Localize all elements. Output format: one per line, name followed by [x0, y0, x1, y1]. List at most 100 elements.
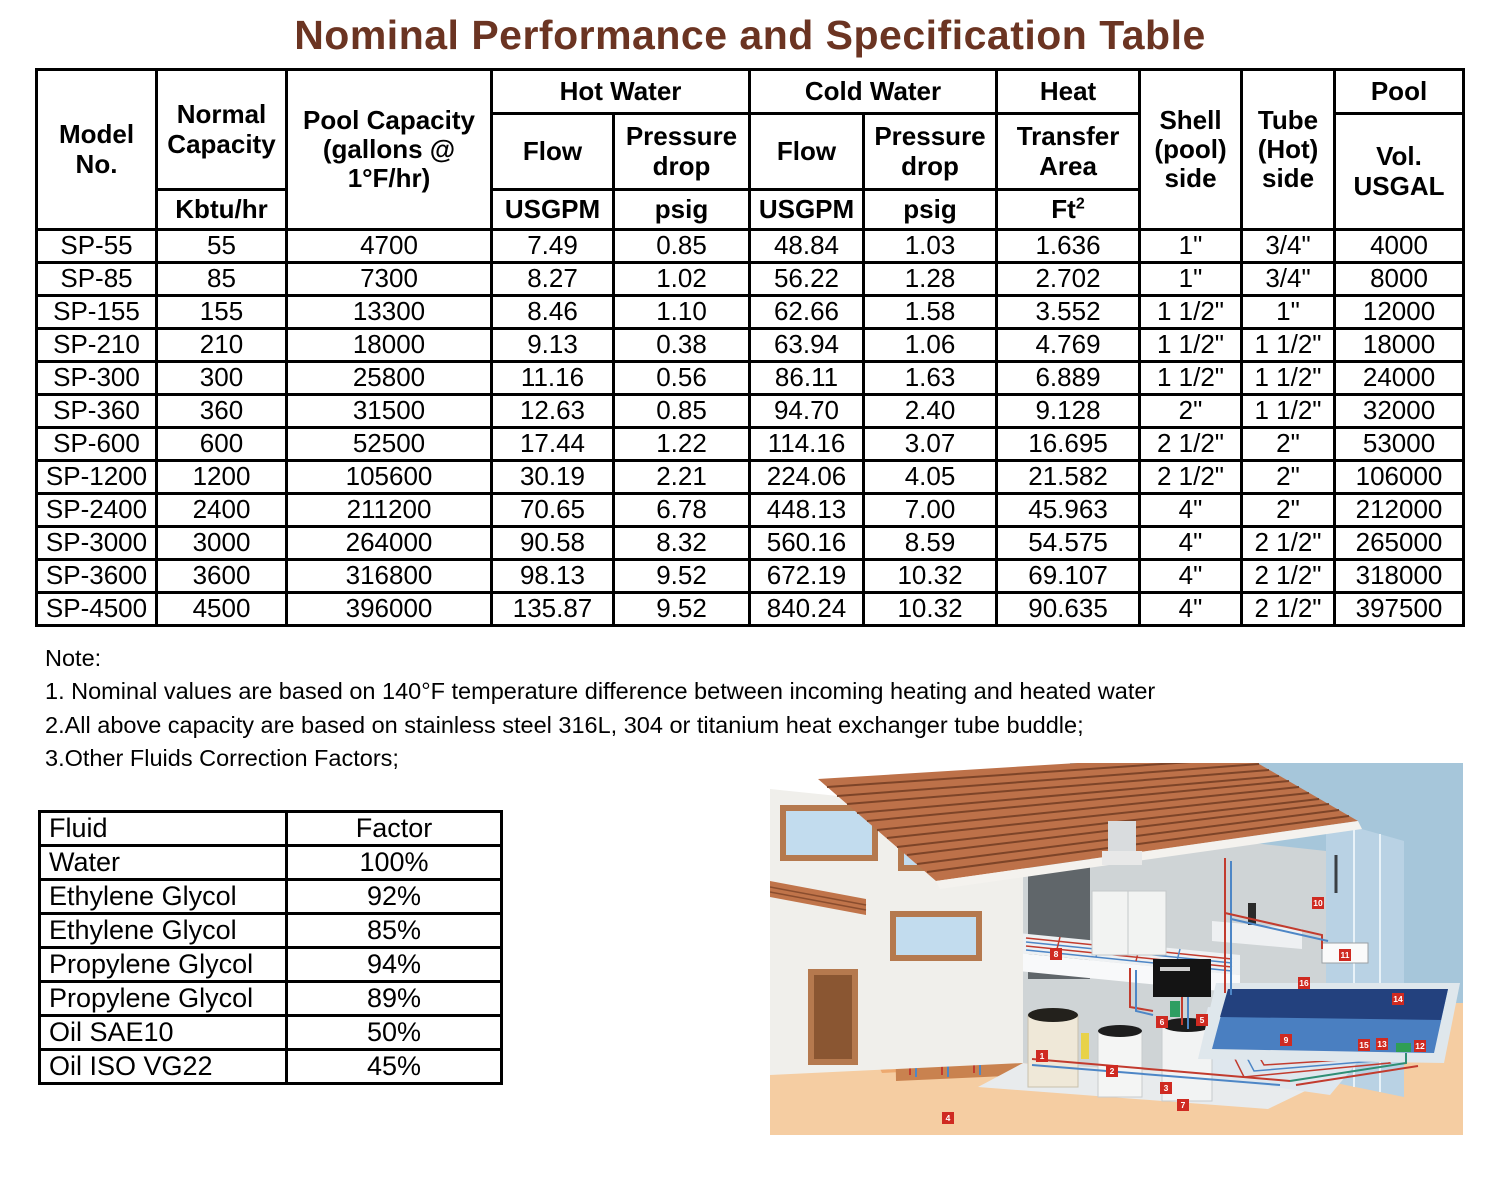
- cell: 6.889: [995, 360, 1142, 396]
- table-row: SP-2400 2400 211200 70.65 6.78 448.13 7.00 45.9…: [35, 492, 1466, 528]
- col-header-normal-capacity: Normal Capacity: [155, 68, 288, 191]
- number-tag: [1280, 1034, 1292, 1046]
- cell: 54.575: [995, 525, 1142, 561]
- cell: 90.58: [490, 525, 615, 561]
- cell: 56.22: [748, 261, 865, 297]
- cell: 397500: [1333, 591, 1466, 627]
- col-header-shell-side: Shell (pool) side: [1138, 68, 1244, 231]
- table-row: SP-55 55 4700 7.49 0.85 48.84 1.03 1.636 1" 3/4" 4…: [35, 228, 1466, 264]
- factor-cell: 89%: [285, 980, 503, 1017]
- cell: 2.21: [612, 459, 751, 495]
- col-header-heat: Heat: [995, 68, 1142, 115]
- cell: 155: [155, 294, 288, 330]
- table-row: SP-210 210 18000 9.13 0.38 63.94 1.06 4.769 1 1/…: [35, 327, 1466, 363]
- unit-kbtu: Kbtu/hr: [155, 188, 288, 231]
- cell: 0.56: [612, 360, 751, 396]
- cell: 210: [155, 327, 288, 363]
- cell: 1 1/2": [1138, 327, 1244, 363]
- cell: 45.963: [995, 492, 1142, 528]
- cell: SP-600: [35, 426, 158, 462]
- fluid-row: Propylene Glycol 89%: [38, 980, 503, 1017]
- col-header-transfer-area: Transfer Area: [995, 112, 1142, 191]
- manifold-valve: [1170, 1001, 1180, 1017]
- fluid-row: Oil ISO VG22 45%: [38, 1048, 503, 1085]
- cell: 448.13: [748, 492, 865, 528]
- cell: 3.07: [861, 426, 999, 462]
- cell: SP-300: [35, 360, 158, 396]
- cell: 94.70: [748, 393, 865, 429]
- pool-pump: [1396, 1043, 1411, 1052]
- fluid-row: Ethylene Glycol 92%: [38, 878, 503, 915]
- cell: SP-1200: [35, 459, 158, 495]
- unit-cold-psig: psig: [861, 188, 999, 231]
- cell: 1 1/2": [1138, 294, 1244, 330]
- number-tag-label: 1: [1040, 1051, 1045, 1061]
- note-3: 3.Other Fluids Correction Factors;: [45, 745, 399, 772]
- col-header-cold-flow: Flow: [748, 112, 865, 191]
- tank-2-top: [1098, 1025, 1142, 1037]
- unit-hot-usgpm: USGPM: [490, 188, 615, 231]
- tank-1: [1027, 1014, 1079, 1088]
- piping: [1031, 858, 1419, 1086]
- cell: 2": [1240, 492, 1337, 528]
- cell: SP-360: [35, 393, 158, 429]
- cell: 8.46: [490, 294, 615, 330]
- cell: SP-4500: [35, 591, 158, 627]
- cell: 7.49: [490, 228, 615, 264]
- factor-cell: 100%: [285, 844, 503, 881]
- fluid-row: Oil SAE10 50%: [38, 1014, 503, 1051]
- fluid-table-container: Fluid Factor Water 100% Ethylene Glycol 92%…: [38, 810, 503, 1085]
- spec-table-container: Model No. Normal Capacity Pool Capacity …: [35, 68, 1466, 627]
- cell: 32000: [1333, 393, 1466, 429]
- cell: 13300: [285, 294, 493, 330]
- cell: 1.06: [861, 327, 999, 363]
- cell: SP-210: [35, 327, 158, 363]
- cell: 2": [1240, 426, 1337, 462]
- number-tag: [1339, 949, 1351, 961]
- fluid-row: Water 100%: [38, 844, 503, 881]
- cell: 70.65: [490, 492, 615, 528]
- cell: 300: [155, 360, 288, 396]
- table-row: SP-155 155 13300 8.46 1.10 62.66 1.58 3.552 1 1/…: [35, 294, 1466, 330]
- cell: 4500: [155, 591, 288, 627]
- cell: 4": [1138, 591, 1244, 627]
- col-header-pool-vol: Vol. USGAL: [1333, 112, 1466, 231]
- cell: 1": [1240, 294, 1337, 330]
- cell: 16.695: [995, 426, 1142, 462]
- window-glass-1: [786, 811, 872, 855]
- cell: 86.11: [748, 360, 865, 396]
- cell: 62.66: [748, 294, 865, 330]
- number-tag-label: 15: [1359, 1040, 1369, 1050]
- table-row: SP-300 300 25800 11.16 0.56 86.11 1.63 6.889 1 1…: [35, 360, 1466, 396]
- cell: 11.16: [490, 360, 615, 396]
- cell: 8.59: [861, 525, 999, 561]
- cell: 52500: [285, 426, 493, 462]
- cell: 114.16: [748, 426, 865, 462]
- cell: 316800: [285, 558, 493, 594]
- table-row: SP-3000 3000 264000 90.58 8.32 560.16 8.59 54.5…: [35, 525, 1466, 561]
- table-row: SP-1200 1200 105600 30.19 2.21 224.06 4.05 21.5…: [35, 459, 1466, 495]
- cell: 10.32: [861, 591, 999, 627]
- tank-2: [1097, 1030, 1143, 1098]
- table-row: SP-4500 4500 396000 135.87 9.52 840.24 10.32 90…: [35, 591, 1466, 627]
- cell: 2 1/2": [1240, 525, 1337, 561]
- number-tag: [1050, 948, 1062, 960]
- cell: 1 1/2": [1138, 360, 1244, 396]
- fluid-name-cell: Propylene Glycol: [38, 946, 288, 983]
- cell: 4.769: [995, 327, 1142, 363]
- spec-table: Model No. Normal Capacity Pool Capacity …: [35, 68, 1466, 627]
- cell: 672.19: [748, 558, 865, 594]
- fluid-table-body: Water 100% Ethylene Glycol 92% Ethylene Glyc…: [38, 844, 503, 1085]
- number-tag: [1106, 1065, 1118, 1077]
- unit-ft2-base: Ft: [1051, 193, 1076, 224]
- cell: 9.52: [612, 558, 751, 594]
- cell: 9.52: [612, 591, 751, 627]
- cell: 7300: [285, 261, 493, 297]
- cell: 0.38: [612, 327, 751, 363]
- cell: 85: [155, 261, 288, 297]
- note-1: 1. Nominal values are based on 140°F tem…: [45, 678, 1156, 705]
- note-2: 2.All above capacity are based on stainl…: [45, 711, 1084, 738]
- cell: 264000: [285, 525, 493, 561]
- hood-duct: [1108, 821, 1136, 851]
